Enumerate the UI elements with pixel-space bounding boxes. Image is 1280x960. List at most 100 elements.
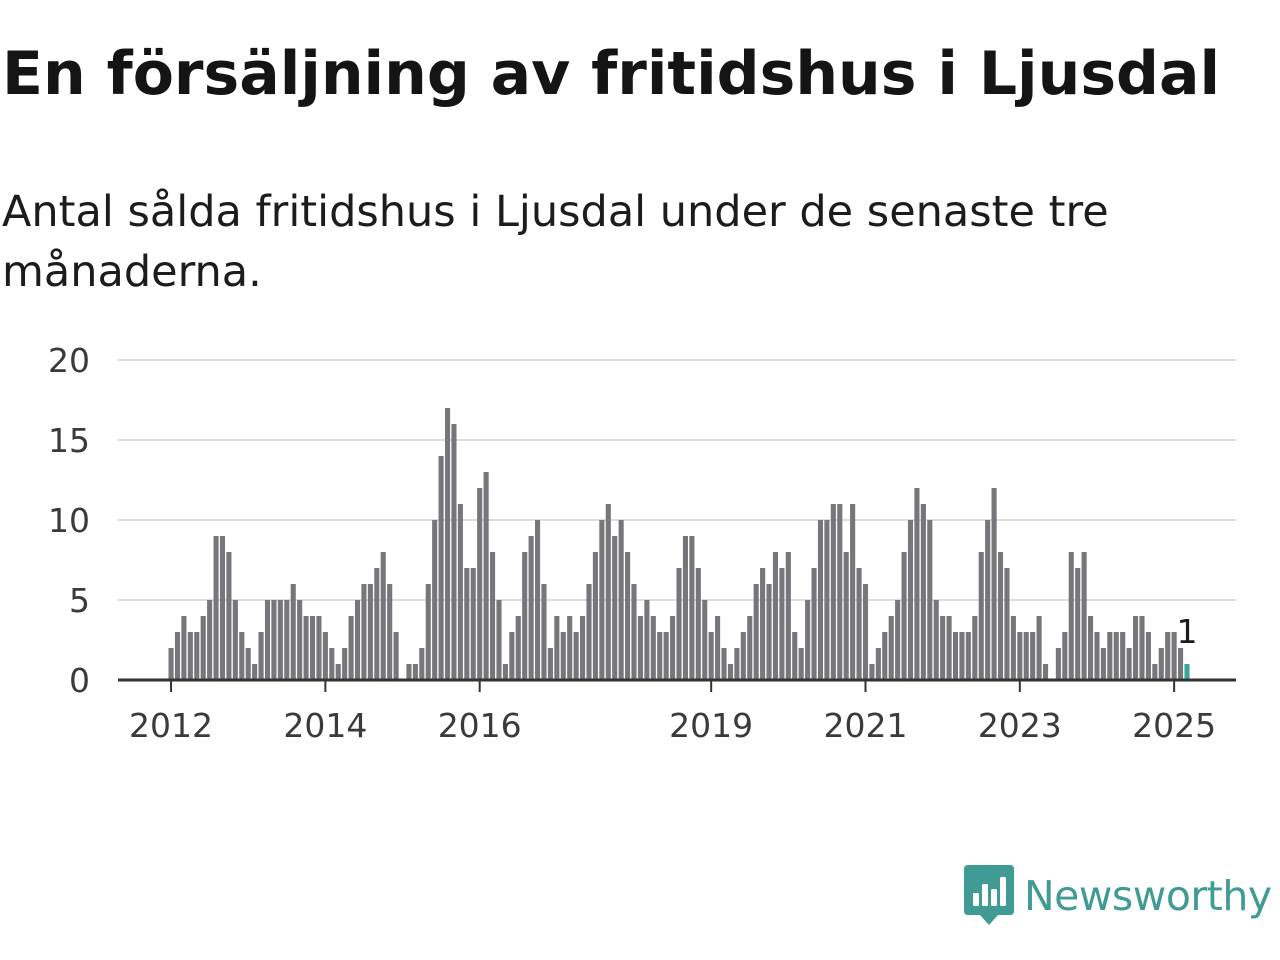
bar: [914, 488, 920, 680]
bar: [239, 632, 245, 680]
bar: [599, 520, 605, 680]
x-tick-label: 2019: [669, 706, 753, 745]
bar: [612, 536, 618, 680]
bar: [715, 616, 721, 680]
bar: [322, 632, 328, 680]
bar: [1036, 616, 1042, 680]
bar: [959, 632, 965, 680]
bar: [412, 664, 418, 680]
bar: [303, 616, 309, 680]
newsworthy-logo: Newsworthy: [964, 864, 1272, 928]
bar: [213, 536, 219, 680]
bar: [547, 648, 553, 680]
bar: [907, 520, 914, 680]
bar: [194, 632, 200, 680]
bar: [380, 552, 386, 680]
bar: [477, 488, 483, 680]
bar: [271, 600, 277, 680]
value-label: 1: [1176, 612, 1197, 651]
bar: [387, 584, 393, 680]
bar: [605, 504, 611, 680]
bar: [573, 632, 579, 680]
bar: [496, 600, 502, 680]
bar: [181, 616, 187, 680]
y-axis-labels: 0 5 10 15 20: [48, 341, 90, 700]
bar: [329, 648, 335, 680]
bar: [425, 584, 431, 680]
bar: [985, 520, 991, 680]
bar: [843, 552, 849, 680]
bar: [168, 648, 174, 680]
bar: [1113, 632, 1119, 680]
bar: [1023, 632, 1029, 680]
bar: [1055, 648, 1061, 680]
bar: [824, 520, 830, 680]
bar: [515, 616, 521, 680]
bar: [419, 648, 425, 680]
bar: [952, 632, 959, 680]
bar: [631, 584, 637, 680]
bar: [1145, 632, 1151, 680]
bar: [1062, 632, 1068, 680]
bar: [657, 632, 663, 680]
bar: [226, 552, 232, 680]
bar: [805, 600, 811, 680]
bar: [1139, 616, 1145, 680]
newsworthy-logo-icon: [964, 865, 1014, 925]
bar: [997, 552, 1004, 680]
bar: [850, 504, 856, 680]
bar: [1100, 648, 1106, 680]
bar: [470, 568, 476, 680]
bar: [869, 664, 875, 680]
bar: [174, 632, 181, 680]
bar: [567, 616, 573, 680]
bar: [1158, 648, 1164, 680]
bar: [1042, 664, 1049, 680]
bar: [1152, 664, 1158, 680]
bar: [875, 648, 881, 680]
bar: [901, 552, 907, 680]
bar: [284, 600, 290, 680]
bar: [245, 648, 251, 680]
bar: [817, 520, 824, 680]
bar: [670, 616, 676, 680]
bar: [187, 632, 193, 680]
bar: [502, 664, 508, 680]
bar: [920, 504, 926, 680]
bar: [682, 536, 688, 680]
bar: [354, 600, 361, 680]
bar: [207, 600, 213, 680]
x-tick-label: 2021: [823, 706, 907, 745]
bar: [367, 584, 373, 680]
bar: [946, 616, 952, 680]
bar: [258, 632, 264, 680]
bar: [438, 456, 444, 680]
bar: [528, 536, 534, 680]
chart-subtitle: Antal sålda fritidshus i Ljusdal under d…: [2, 187, 1109, 297]
bar: [1017, 632, 1023, 680]
gridlines: [118, 359, 1236, 601]
x-axis: [118, 678, 1236, 692]
bars: [168, 408, 1190, 680]
x-tick-label: 2025: [1132, 706, 1216, 745]
bar: [644, 600, 650, 680]
bar: [856, 568, 862, 680]
bar: [541, 584, 547, 680]
bar: [309, 616, 316, 680]
bar: [991, 488, 997, 680]
bar: [509, 632, 515, 680]
bar: [779, 568, 785, 680]
bar: [1010, 616, 1016, 680]
bar: [586, 584, 592, 680]
bar: [348, 616, 354, 680]
bar: [978, 552, 984, 680]
x-tick-label: 2012: [129, 706, 213, 745]
bar: [708, 632, 714, 680]
bar-chart: 0 5 10 15 20 2012 2014 2016 2019 2021 2023 2025 1: [48, 341, 1236, 745]
bar: [432, 520, 438, 680]
bar: [200, 616, 206, 680]
bar: [522, 552, 528, 680]
bar: [316, 616, 322, 680]
bar: [535, 520, 541, 680]
bar: [927, 520, 933, 680]
